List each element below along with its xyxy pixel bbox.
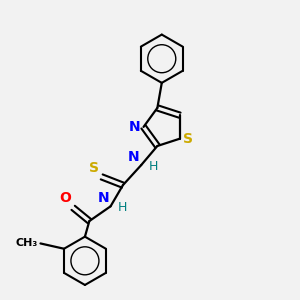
Text: N: N <box>98 191 109 205</box>
Text: N: N <box>128 120 140 134</box>
Text: N: N <box>128 150 140 164</box>
Text: O: O <box>59 191 71 206</box>
Text: CH₃: CH₃ <box>16 238 38 248</box>
Text: H: H <box>148 160 158 173</box>
Text: S: S <box>183 132 193 146</box>
Text: S: S <box>89 161 99 176</box>
Text: H: H <box>118 201 127 214</box>
